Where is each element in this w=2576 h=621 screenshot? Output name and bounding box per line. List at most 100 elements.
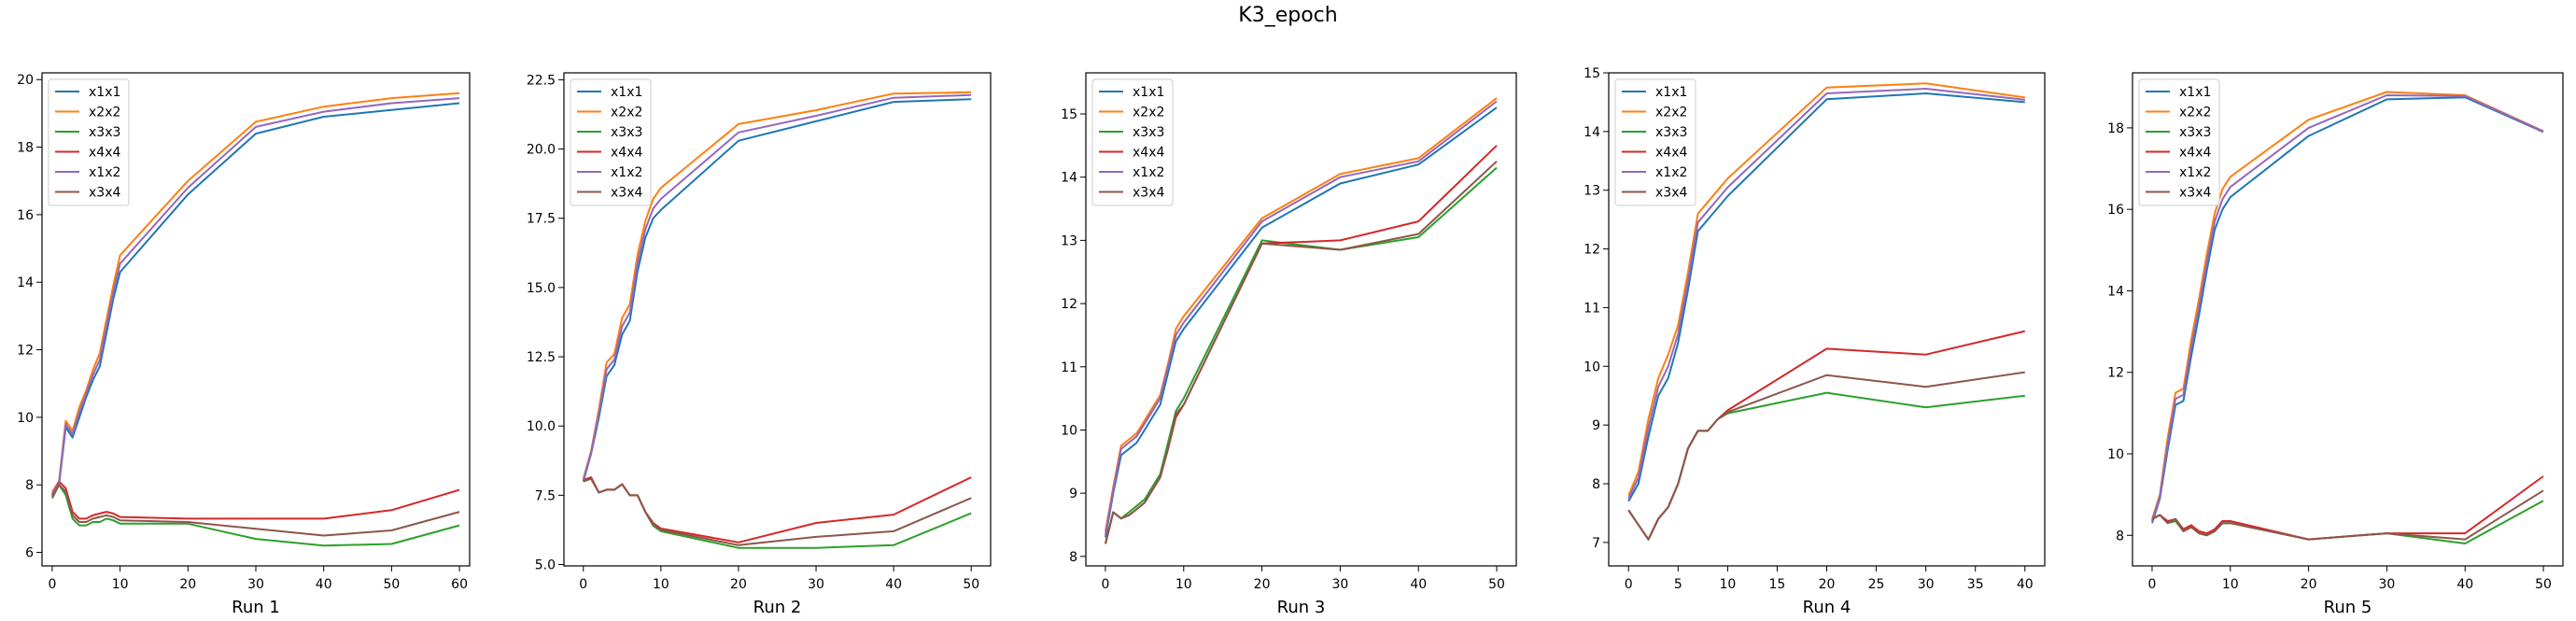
x-tick-label: 30 <box>2378 577 2395 592</box>
x-tick-label: 10 <box>112 577 129 592</box>
legend-label-x3x3: x3x3 <box>1655 125 1687 140</box>
x-tick-label: 50 <box>1488 577 1505 592</box>
y-tick-label: 8 <box>1069 550 1077 565</box>
y-tick-label: 8 <box>2116 529 2124 543</box>
series-line-x3x4 <box>1627 371 2025 541</box>
x-tick-label: 10 <box>2222 577 2239 592</box>
x-tick-label: 15 <box>1769 577 1786 592</box>
y-tick-label: 15 <box>1584 66 1600 81</box>
chart-panel-3: 0 10 20 30 40 50 8 9 10 11 12 13 14 15 Run 3 x1x1 x2x2 x3… <box>1061 72 1517 617</box>
legend-label-x4x4: x4x4 <box>89 146 120 161</box>
x-tick-label: 0 <box>1101 577 1109 592</box>
legend-label-x2x2: x2x2 <box>1133 106 1164 120</box>
y-tick-label: 15.0 <box>527 281 556 296</box>
legend: x1x1 x2x2 x3x3 x4x4 x1x2 x3x4 <box>570 78 652 206</box>
y-tick-label: 17.5 <box>527 212 556 227</box>
legend-label-x1x1: x1x1 <box>2179 85 2211 100</box>
legend-label-x1x1: x1x1 <box>611 85 642 100</box>
chart-panel-2: 0 10 20 30 40 50 5.0 7.5 10.0 12.5 15.0 17.5 20.0 22.… <box>527 72 992 617</box>
series-group <box>1627 82 2026 541</box>
legend-label-x3x4: x3x4 <box>1655 186 1687 201</box>
legend-label-x3x4: x3x4 <box>2179 186 2211 201</box>
y-tick-label: 14 <box>2107 284 2124 299</box>
y-tick-label: 12 <box>1061 297 1077 312</box>
series-group <box>51 92 460 547</box>
axes-frame <box>2132 72 2564 567</box>
x-tick-label: 35 <box>1967 577 1984 592</box>
x-tick-label: 0 <box>579 577 587 592</box>
series-line-x1x1 <box>1627 92 2025 502</box>
y-tick-label: 10 <box>17 411 34 426</box>
series-line-x3x4 <box>1105 161 1498 544</box>
y-tick-label: 18 <box>17 141 34 156</box>
legend-label-x3x3: x3x3 <box>1133 125 1164 140</box>
legend-label-x1x2: x1x2 <box>1133 165 1164 180</box>
x-tick-label: 0 <box>2147 577 2156 592</box>
y-tick-label: 16 <box>2107 203 2124 218</box>
y-tick-label: 20 <box>17 73 34 88</box>
y-tick-label: 12 <box>1584 243 1600 258</box>
x-tick-label: 40 <box>1410 577 1427 592</box>
legend: x1x1 x2x2 x3x3 x4x4 x1x2 x3x4 <box>48 78 130 206</box>
legend-label-x1x1: x1x1 <box>89 85 120 100</box>
x-tick-label: 30 <box>1331 577 1348 592</box>
x-tick-label: 50 <box>963 577 979 592</box>
legend-label-x4x4: x4x4 <box>611 146 642 161</box>
x-tick-label: 20 <box>1254 577 1271 592</box>
x-tick-label: 30 <box>808 577 824 592</box>
x-tick-label: 30 <box>247 577 264 592</box>
legend-label-x3x3: x3x3 <box>89 125 120 140</box>
y-tick-label: 10 <box>1584 360 1600 374</box>
series-line-x1x2 <box>582 93 972 481</box>
x-tick-label: 40 <box>885 577 902 592</box>
y-tick-label: 5.0 <box>535 558 556 573</box>
series-line-x3x3 <box>51 484 460 547</box>
legend-label-x1x2: x1x2 <box>89 165 120 180</box>
series-line-x3x3 <box>1105 166 1498 544</box>
y-tick-label: 11 <box>1061 360 1077 375</box>
series-line-x4x4 <box>583 476 972 543</box>
x-tick-label: 10 <box>653 577 669 592</box>
x-tick-label: 40 <box>2017 577 2034 592</box>
x-tick-label: 40 <box>2456 577 2473 592</box>
legend-label-x1x2: x1x2 <box>2179 165 2211 180</box>
y-tick-label: 10.0 <box>527 419 556 434</box>
y-tick-label: 9 <box>1069 487 1077 501</box>
x-tick-label: 60 <box>451 577 468 592</box>
y-tick-label: 20.0 <box>527 143 556 158</box>
x-tick-label: 50 <box>383 577 400 592</box>
x-tick-label: 30 <box>1918 577 1935 592</box>
legend-label-x2x2: x2x2 <box>2179 106 2211 120</box>
series-line-x1x1 <box>1105 106 1498 538</box>
chart-panel-1: 0 10 20 30 40 50 60 6 8 10 12 14 16 18 20 Run 1 x1x1 x2x2… <box>17 72 471 617</box>
legend: x1x1 x2x2 x3x3 x4x4 x1x2 x3x4 <box>1091 78 1174 206</box>
y-tick-label: 13 <box>1584 184 1600 199</box>
y-tick-label: 8 <box>1592 477 1600 492</box>
legend-label-x3x4: x3x4 <box>1133 186 1164 201</box>
y-tick-label: 14 <box>1061 171 1077 186</box>
series-line-x3x3 <box>583 477 972 549</box>
series-line-x1x2 <box>51 97 460 494</box>
x-tick-label: 50 <box>2535 577 2552 592</box>
series-line-x3x4 <box>583 477 972 546</box>
series-group <box>1105 97 1498 544</box>
x-tick-label: 20 <box>179 577 196 592</box>
x-tick-label: 40 <box>316 577 332 592</box>
series-line-x1x2 <box>2151 94 2544 522</box>
legend-label-x1x2: x1x2 <box>611 165 642 180</box>
y-tick-label: 18 <box>2107 121 2124 136</box>
y-tick-label: 12 <box>17 344 34 359</box>
legend-label-x4x4: x4x4 <box>1655 146 1687 161</box>
y-tick-label: 14 <box>1584 125 1600 140</box>
legend-label-x1x1: x1x1 <box>1133 85 1164 100</box>
legend: x1x1 x2x2 x3x3 x4x4 x1x2 x3x4 <box>2138 78 2220 206</box>
series-line-x2x2 <box>1627 82 2025 496</box>
series-line-x1x2 <box>1627 88 2025 500</box>
legend-label-x1x2: x1x2 <box>1655 165 1687 180</box>
legend-label-x3x4: x3x4 <box>611 186 642 201</box>
axes-frame <box>1085 72 1517 567</box>
x-axis-label: Run 1 <box>232 598 280 617</box>
